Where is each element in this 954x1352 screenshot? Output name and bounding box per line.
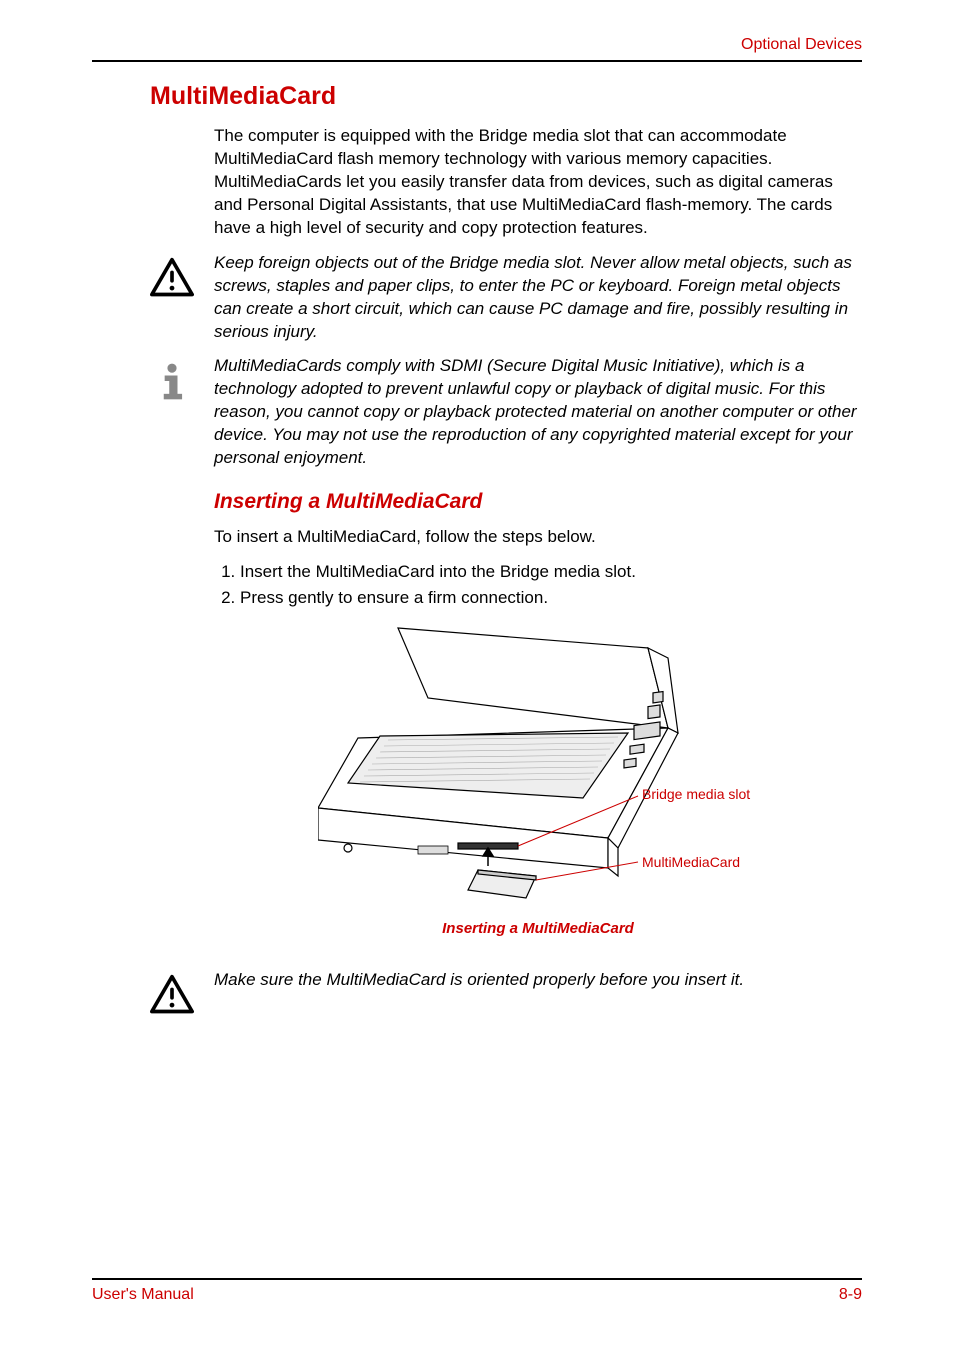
section-title: MultiMediaCard: [150, 82, 862, 111]
footer-right: 8-9: [839, 1286, 862, 1304]
warning-callout-2: Make sure the MultiMediaCard is oriented…: [150, 969, 862, 1022]
warning-text-2: Make sure the MultiMediaCard is oriented…: [214, 969, 862, 1022]
footer-left: User's Manual: [92, 1286, 194, 1304]
info-icon: [150, 359, 194, 408]
warning-text-1: Keep foreign objects out of the Bridge m…: [214, 252, 862, 344]
figure: Bridge media slot MultiMediaCard Inserti…: [214, 618, 862, 957]
step-item: Insert the MultiMediaCard into the Bridg…: [240, 559, 862, 585]
footer-rule: [92, 1278, 862, 1280]
warning-callout-1: Keep foreign objects out of the Bridge m…: [150, 252, 862, 344]
warning-icon: [150, 973, 194, 1022]
info-callout-1: MultiMediaCards comply with SDMI (Secure…: [150, 355, 862, 470]
figure-caption: Inserting a MultiMediaCard: [442, 920, 634, 937]
step-item: Press gently to ensure a firm connection…: [240, 585, 862, 611]
subsection-lead: To insert a MultiMediaCard, follow the s…: [214, 526, 862, 549]
warning-icon: [150, 256, 194, 305]
header-rule: [92, 60, 862, 62]
page-content: MultiMediaCard The computer is equipped …: [150, 82, 862, 1034]
figure-label-card: MultiMediaCard: [642, 854, 740, 870]
subsection-title: Inserting a MultiMediaCard: [214, 490, 862, 514]
steps-list: Insert the MultiMediaCard into the Bridg…: [214, 559, 862, 610]
info-text-1: MultiMediaCards comply with SDMI (Secure…: [214, 355, 862, 470]
figure-label-slot: Bridge media slot: [642, 786, 750, 802]
header-section-label: Optional Devices: [741, 36, 862, 54]
intro-paragraph: The computer is equipped with the Bridge…: [214, 125, 862, 240]
